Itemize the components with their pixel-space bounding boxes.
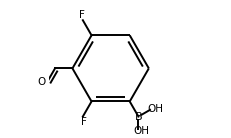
Text: O: O <box>38 77 46 87</box>
Text: F: F <box>80 117 86 127</box>
Text: OH: OH <box>133 126 149 136</box>
Text: OH: OH <box>147 104 163 114</box>
Text: F: F <box>79 10 85 20</box>
Text: B: B <box>134 112 142 122</box>
